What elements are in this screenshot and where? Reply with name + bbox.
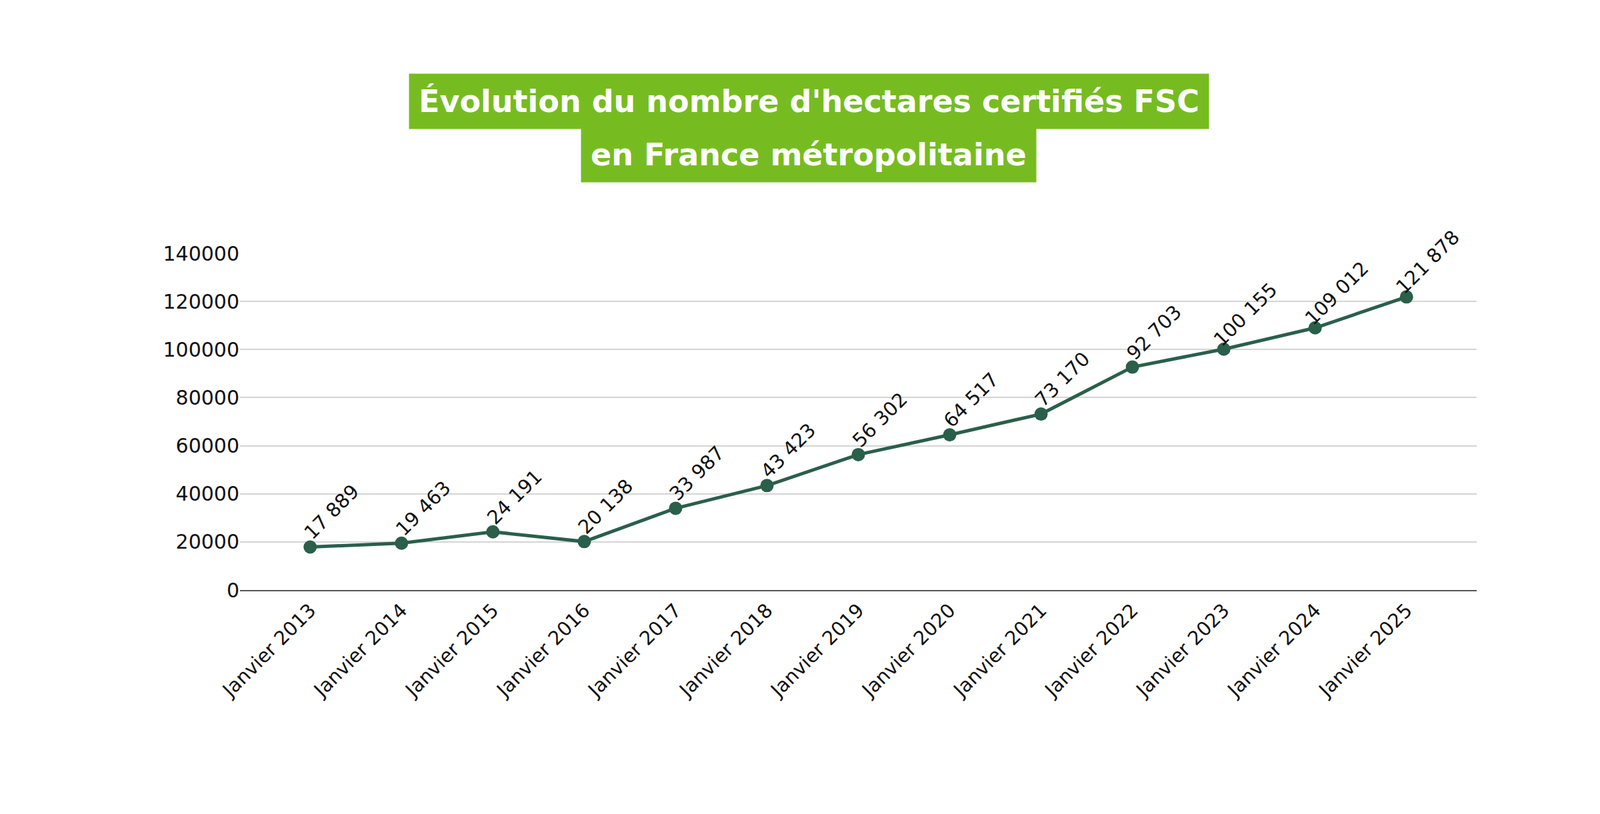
svg-text:0: 0: [226, 578, 240, 602]
svg-text:109 012: 109 012: [1300, 256, 1374, 330]
svg-text:140000: 140000: [162, 242, 240, 266]
svg-text:19 463: 19 463: [391, 476, 456, 541]
svg-text:Janvier 2013: Janvier 2013: [217, 598, 321, 702]
svg-text:en France métropolitaine: en France métropolitaine: [590, 136, 1027, 173]
svg-text:Janvier 2025: Janvier 2025: [1313, 598, 1417, 702]
svg-text:56 302: 56 302: [848, 388, 912, 452]
svg-text:60000: 60000: [176, 434, 240, 458]
svg-text:Janvier 2023: Janvier 2023: [1130, 598, 1234, 702]
svg-text:121 878: 121 878: [1391, 226, 1464, 299]
svg-text:120000: 120000: [162, 290, 240, 314]
svg-text:100000: 100000: [162, 338, 240, 362]
svg-text:43 423: 43 423: [756, 418, 820, 483]
svg-text:92 703: 92 703: [1122, 300, 1186, 365]
svg-text:Janvier 2018: Janvier 2018: [674, 598, 778, 702]
svg-text:20 138: 20 138: [573, 474, 638, 539]
svg-text:80000: 80000: [176, 386, 240, 410]
svg-text:Janvier 2020: Janvier 2020: [856, 598, 960, 702]
svg-text:20000: 20000: [176, 530, 240, 554]
svg-text:24 191: 24 191: [482, 465, 547, 530]
svg-text:Janvier 2021: Janvier 2021: [948, 598, 1052, 702]
svg-text:17 889: 17 889: [299, 480, 364, 544]
svg-text:Janvier 2017: Janvier 2017: [582, 598, 686, 702]
svg-text:Janvier 2016: Janvier 2016: [491, 598, 595, 702]
svg-text:Janvier 2014: Janvier 2014: [308, 598, 412, 702]
svg-text:Janvier 2019: Janvier 2019: [765, 598, 869, 702]
svg-text:Janvier 2022: Janvier 2022: [1039, 598, 1143, 702]
svg-text:100 155: 100 155: [1209, 278, 1282, 351]
svg-text:64 517: 64 517: [939, 368, 1004, 432]
svg-text:Janvier 2015: Janvier 2015: [400, 598, 504, 702]
svg-text:73 170: 73 170: [1030, 347, 1095, 412]
svg-text:40000: 40000: [176, 482, 240, 506]
svg-text:Évolution du nombre d'hectares: Évolution du nombre d'hectares certifiés…: [418, 83, 1200, 120]
svg-text:Janvier 2024: Janvier 2024: [1222, 598, 1326, 702]
svg-text:33 987: 33 987: [664, 441, 729, 506]
